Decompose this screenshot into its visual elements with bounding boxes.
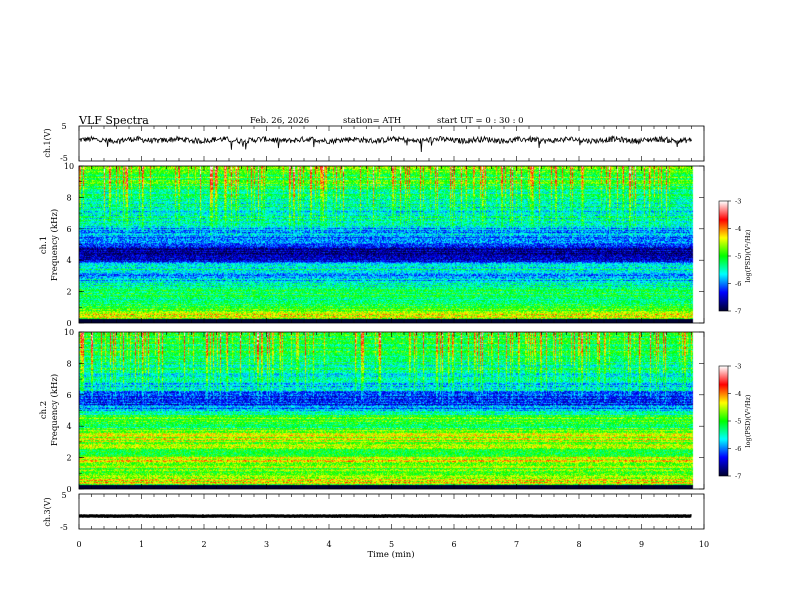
ch1-spectrogram-panel: 0 2 4 6 8 10 ch.1 Frequency (kHz) (39, 162, 705, 328)
start-ut-label: start UT = 0 : 30 : 0 (437, 116, 524, 126)
colorbar-tick-label: -4 (735, 390, 741, 398)
frequency-tick-label: 0 (66, 319, 71, 328)
ch1-waveform-ylabel: ch.1(V) (43, 128, 52, 157)
ch1-waveform-panel: 5 -5 ch.1(V) (43, 122, 705, 163)
time-tick-label: 8 (576, 540, 581, 549)
ch3-waveform-ylabel: ch.3(V) (43, 497, 52, 526)
frequency-tick-label: 4 (66, 422, 71, 431)
frequency-tick-label: 4 (66, 256, 71, 265)
frequency-tick-label: 2 (66, 288, 71, 297)
time-tick-label: 4 (326, 540, 331, 549)
time-tick-label: 3 (264, 540, 269, 549)
frequency-tick-label: 2 (66, 454, 71, 463)
time-tick-label: 7 (514, 540, 519, 549)
ch2-spectrogram-ticks (78, 331, 705, 490)
ch3-waveform-trace (79, 513, 692, 519)
ch2-colorbar-ticks: -3 -4 -5 -6 -7 (728, 363, 741, 481)
time-tick-label: 2 (201, 540, 206, 549)
ch2-colorbar-gradient (719, 366, 728, 476)
ch1-ytick-top: 5 (61, 122, 66, 131)
ch2-spectrogram-ylabel: Frequency (kHz) (49, 374, 60, 446)
time-tick-label: 10 (699, 540, 709, 549)
ch3-waveform-frame (78, 493, 705, 530)
time-axis-label: Time (min) (367, 549, 414, 560)
ch1-spectrogram-canvas-wrap (79, 166, 704, 323)
ch2-spectrogram-ytick-labels: 0 2 4 6 8 10 (64, 328, 74, 494)
time-tick-label: 6 (451, 540, 456, 549)
colorbar-tick-label: -4 (735, 225, 741, 233)
frequency-tick-label: 0 (66, 485, 71, 494)
ch2-spectrogram-canvas-wrap (79, 332, 704, 489)
ch2-colorbar: -3 -4 -5 -6 -7 log(PSD)(V²/Hz) (718, 363, 752, 481)
colorbar-tick-label: -5 (735, 418, 741, 426)
ch3-ytick-bottom: -5 (60, 523, 68, 532)
ch2-spectrogram-image (79, 332, 704, 489)
ch3-waveform-ticks (78, 494, 705, 529)
colorbar-tick-label: -3 (735, 363, 741, 371)
frequency-tick-label: 8 (66, 193, 71, 202)
ch1-waveform-ticks (78, 126, 705, 161)
ch3-ytick-top: 5 (61, 491, 66, 500)
ch1-waveform-trace (78, 134, 692, 153)
ch2-spectrogram-panel: 0 2 4 6 8 10 ch.2 Frequency (kHz) (39, 328, 705, 494)
ch2-colorbar-label: log(PSD)(V²/Hz) (744, 394, 752, 447)
ch1-colorbar-gradient (719, 201, 728, 311)
ch1-spectrogram-channel-label: ch.1 (39, 236, 49, 254)
time-axis-tick-labels: 0 1 2 3 4 5 6 7 8 9 10 (76, 540, 709, 549)
time-tick-label: 5 (389, 540, 394, 549)
figure-title: VLF Spectra (78, 114, 149, 127)
time-tick-label: 9 (639, 540, 644, 549)
colorbar-tick-label: -6 (735, 280, 741, 288)
ch2-colorbar-wrap (719, 366, 728, 476)
ch1-colorbar-ticks: -3 -4 -5 -6 -7 (728, 198, 741, 316)
ch3-waveform-panel: 5 -5 ch.3(V) 0 1 2 3 4 5 6 7 8 9 10 Time (min) (43, 491, 709, 560)
ch1-spectrogram-ticks (78, 165, 705, 324)
colorbar-tick-label: -7 (735, 473, 741, 481)
ch2-spectrogram-channel-label: ch.2 (39, 401, 49, 419)
ch1-spectrogram-image (79, 166, 704, 323)
ch1-waveform-frame (78, 125, 705, 162)
frequency-tick-label: 8 (66, 359, 71, 368)
date-label: Feb. 26, 2026 (250, 116, 309, 126)
frequency-tick-label: 6 (66, 225, 71, 234)
frequency-tick-label: 10 (64, 328, 74, 337)
colorbar-tick-label: -7 (735, 308, 741, 316)
ch1-colorbar-label: log(PSD)(V²/Hz) (744, 229, 752, 282)
frequency-tick-label: 6 (66, 391, 71, 400)
colorbar-tick-label: -5 (735, 253, 741, 261)
colorbar-tick-label: -3 (735, 198, 741, 206)
colorbar-tick-label: -6 (735, 445, 741, 453)
ch1-colorbar-wrap (719, 201, 728, 311)
time-tick-label: 0 (76, 540, 81, 549)
station-label: station= ATH (343, 116, 401, 126)
ch1-spectrogram-ytick-labels: 0 2 4 6 8 10 (64, 162, 74, 328)
time-tick-label: 1 (139, 540, 144, 549)
ch1-colorbar: -3 -4 -5 -6 -7 log(PSD)(V²/Hz) (718, 198, 752, 316)
frequency-tick-label: 10 (64, 162, 74, 171)
ch1-spectrogram-ylabel: Frequency (kHz) (49, 209, 60, 281)
ch1-ytick-bottom: -5 (60, 154, 68, 163)
